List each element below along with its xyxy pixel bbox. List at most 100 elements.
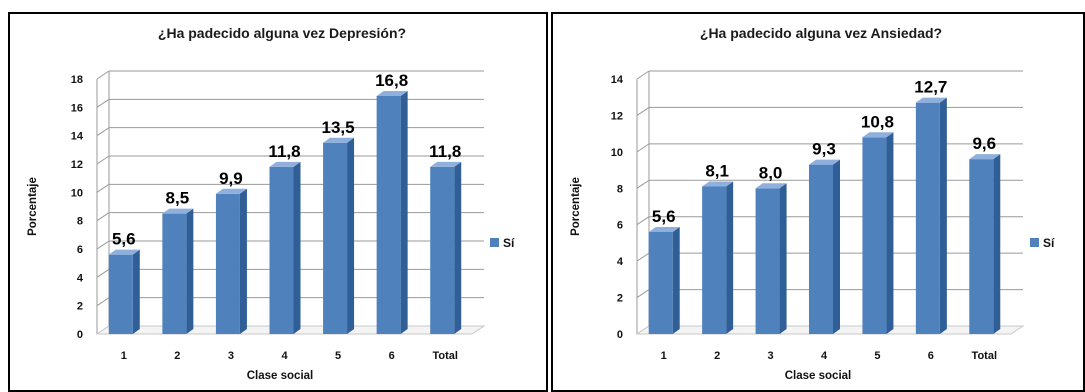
gridline-depth — [637, 217, 649, 225]
x-tick-label: 5 — [335, 350, 341, 362]
gridline-depth — [637, 107, 649, 115]
legend: Sí — [1030, 236, 1055, 250]
gridline-depth — [637, 71, 649, 79]
y-tick-label: 14 — [611, 74, 624, 86]
bar-side — [454, 162, 461, 334]
bar-side — [780, 183, 787, 334]
x-tick-label: 2 — [714, 350, 720, 362]
x-axis-title: Clase social — [785, 370, 851, 382]
bar-front — [756, 188, 780, 334]
bar-1 — [649, 227, 680, 334]
bar-side — [294, 162, 301, 334]
gridline-depth — [97, 298, 109, 306]
gridline-depth — [637, 253, 649, 261]
bar-side — [886, 132, 893, 334]
bar-3 — [216, 189, 247, 334]
data-label: 9,6 — [972, 134, 996, 153]
bar-front — [916, 103, 940, 334]
y-axis-title: Porcentaje — [27, 177, 39, 236]
bar-side — [186, 209, 193, 334]
bar-2 — [702, 181, 733, 334]
data-label: 16,8 — [375, 71, 408, 90]
gridline-depth — [97, 269, 109, 277]
data-label: 12,7 — [914, 78, 947, 97]
bar-Total — [430, 162, 461, 334]
data-label: 11,8 — [268, 142, 300, 161]
y-tick-label: 18 — [71, 74, 83, 86]
legend: Sí — [490, 236, 515, 250]
gridline-depth — [97, 99, 109, 107]
x-tick-label: 1 — [121, 350, 127, 362]
bar-front — [109, 255, 133, 334]
y-tick-label: 0 — [77, 329, 83, 341]
chart-title: ¿Ha padecido alguna vez Depresión? — [158, 25, 406, 41]
bar-side — [833, 160, 840, 334]
y-tick-label: 8 — [77, 216, 83, 228]
gridline-depth — [637, 144, 649, 152]
gridline-depth — [637, 290, 649, 298]
bar-front — [162, 214, 186, 334]
chart-panel-depresion: ¿Ha padecido alguna vez Depresión? 0 2 4 6 8 1… — [8, 12, 548, 392]
bar-side — [993, 154, 1000, 334]
y-tick-label: 16 — [71, 102, 83, 114]
legend-swatch — [1030, 238, 1039, 247]
gridline-depth — [97, 156, 109, 164]
y-tick-label: 4 — [617, 256, 624, 268]
data-label: 8,5 — [166, 189, 190, 208]
y-axis-title: Porcentaje — [570, 177, 582, 236]
y-tick-label: 6 — [77, 244, 83, 256]
y-tick-label: 2 — [617, 293, 623, 305]
y-tick-label: 10 — [71, 187, 83, 199]
data-label: 5,6 — [112, 230, 136, 249]
y-tick-label: 12 — [71, 159, 83, 171]
bar-front — [702, 186, 726, 334]
bar-1 — [109, 250, 140, 334]
data-label: 13,5 — [322, 118, 355, 137]
x-tick-label: 1 — [661, 350, 667, 362]
y-tick-label: 4 — [77, 272, 84, 284]
bar-side — [726, 181, 733, 334]
legend-swatch — [490, 238, 499, 247]
data-label: 8,0 — [759, 163, 783, 182]
legend-label: Sí — [503, 236, 515, 250]
data-label: 9,3 — [812, 140, 836, 159]
data-label: 11,8 — [429, 142, 461, 161]
data-label: 5,6 — [652, 207, 676, 226]
bar-front — [649, 232, 673, 334]
gridline-depth — [97, 241, 109, 249]
bar-side — [347, 138, 354, 334]
bar-6 — [916, 98, 947, 334]
y-tick-label: 6 — [617, 220, 623, 232]
bar-front — [430, 167, 454, 334]
gridline-depth — [97, 213, 109, 221]
bar-side — [133, 250, 140, 334]
bar-front — [969, 159, 993, 334]
x-tick-label: 4 — [821, 350, 828, 362]
data-label: 8,1 — [705, 161, 729, 180]
bar-side — [673, 227, 680, 334]
x-tick-label: Total — [972, 350, 997, 362]
bar-side — [940, 98, 947, 334]
bar-front — [809, 165, 833, 334]
bar-4 — [270, 162, 301, 334]
x-tick-label: 3 — [768, 350, 774, 362]
x-axis-title: Clase social — [247, 370, 313, 382]
x-tick-label: 2 — [174, 350, 180, 362]
bar-front — [377, 96, 401, 334]
chart-panel-ansiedad: ¿Ha padecido alguna vez Ansiedad? 0 2 4 6 8 10… — [551, 12, 1085, 392]
x-tick-label: 4 — [281, 350, 288, 362]
y-tick-label: 10 — [611, 147, 623, 159]
bar-front — [216, 194, 240, 334]
data-label: 9,9 — [219, 169, 243, 188]
x-tick-label: Total — [432, 350, 457, 362]
bar-6 — [377, 91, 408, 334]
bar-front — [323, 143, 347, 334]
gridline-depth — [97, 184, 109, 192]
bar-3 — [756, 183, 787, 334]
x-tick-label: 6 — [928, 350, 934, 362]
y-tick-label: 14 — [71, 131, 84, 143]
gridline-depth — [637, 180, 649, 188]
bar-side — [401, 91, 408, 334]
bar-side — [240, 189, 247, 334]
bar-5 — [323, 138, 354, 334]
